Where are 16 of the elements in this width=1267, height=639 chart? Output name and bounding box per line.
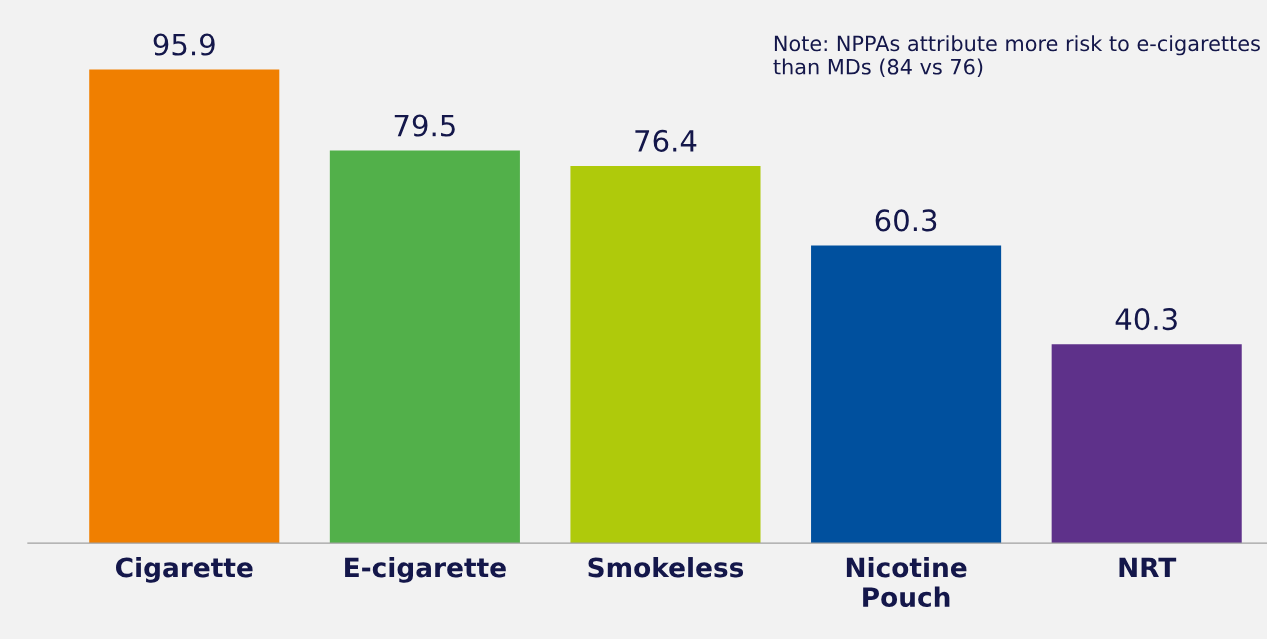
x-tick-label: Cigarette	[116, 557, 253, 583]
data-label: 95.9	[153, 33, 215, 56]
bar	[1051, 344, 1242, 544]
bar	[329, 150, 520, 544]
data-label: 79.5	[394, 114, 455, 137]
data-label: 40.3	[1115, 308, 1177, 331]
data-label: 60.3	[875, 209, 937, 232]
data-label: 76.4	[635, 129, 697, 152]
x-tick-label: NRT	[1119, 557, 1177, 578]
x-tick-label: Smokeless	[588, 557, 744, 578]
x-tick-label: Nicotine Pouch	[846, 557, 967, 608]
bar	[570, 165, 761, 544]
x-tick-label: E-cigarette	[345, 557, 506, 583]
bar	[811, 245, 1002, 544]
annotation: Note: NPPAs attribute more risk to e-cigarettes than MDs (84 vs 76)	[773, 35, 1260, 78]
bar	[89, 69, 280, 544]
